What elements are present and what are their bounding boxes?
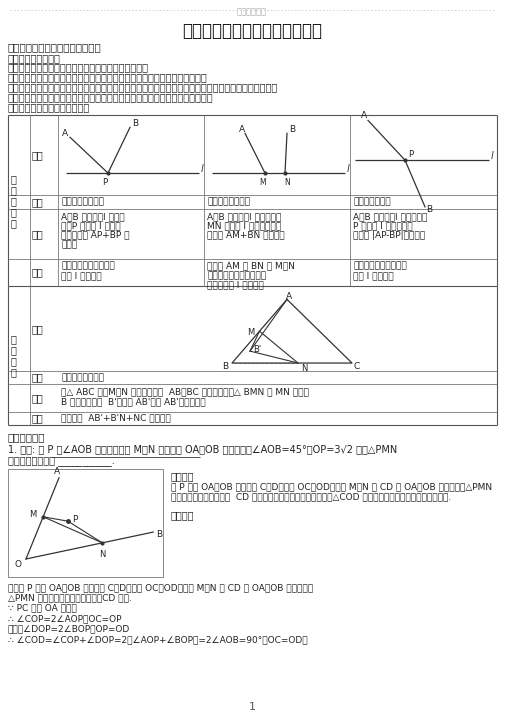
Text: 原理: 原理 <box>32 373 44 383</box>
Text: P: P <box>408 150 413 159</box>
Text: P 为直线 l 上的一个动: P 为直线 l 上的一个动 <box>353 221 413 231</box>
Text: 转化成求  AB'+B'N+NC 的最小值: 转化成求 AB'+B'N+NC 的最小值 <box>61 413 171 423</box>
Text: 直线外一点与直线上所有点的连线段中，垂线段最短；: 直线外一点与直线上所有点的连线段中，垂线段最短； <box>8 63 149 73</box>
Text: A: A <box>54 468 60 476</box>
Text: l: l <box>201 164 204 174</box>
Text: 定理靠拢进而解决问题；直接调用基本模型也是解决几何最值问题的高效手段。: 定理靠拢进而解决问题；直接调用基本模型也是解决几何最值问题的高效手段。 <box>8 93 214 103</box>
Text: 作其中一个定点关于定: 作其中一个定点关于定 <box>353 261 407 271</box>
Text: 【解答】: 【解答】 <box>171 511 194 521</box>
Text: 是解决几何最值问题的理论依据，根据不同特征转化是解决最值问题的关键，通过转化减少变量，向三个: 是解决几何最值问题的理论依据，根据不同特征转化是解决最值问题的关键，通过转化减少… <box>8 83 278 93</box>
Text: 作其中一个定点关于定: 作其中一个定点关于定 <box>61 261 115 271</box>
Text: 图形: 图形 <box>32 323 44 333</box>
Text: 1. 如图: 点 P 是∠AOB 内一定点，点 M、N 分别在边 OA、OB 上运动，若∠AOB=45°，OP=3√2 ，则△PMN: 1. 如图: 点 P 是∠AOB 内一定点，点 M、N 分别在边 OA、OB 上… <box>8 445 397 455</box>
Text: B': B' <box>253 345 261 353</box>
Text: 直线 l 的对称点: 直线 l 的对称点 <box>61 271 102 280</box>
Text: P: P <box>103 178 108 187</box>
Text: 对: 对 <box>11 185 17 195</box>
Text: △PMN 的周长最短，最短的值是　CD 的长.: △PMN 的周长最短，最短的值是 CD 的长. <box>8 593 132 603</box>
Text: 几何最值问题中的基本模型举例: 几何最值问题中的基本模型举例 <box>8 102 90 112</box>
Text: A、B 为定点，l 为定直: A、B 为定点，l 为定直 <box>61 212 125 221</box>
Text: 两点之间线段最短: 两点之间线段最短 <box>61 373 104 382</box>
Text: 叠: 叠 <box>11 345 17 355</box>
Text: B: B <box>289 125 295 134</box>
Text: ∴ ∠COD=∠COP+∠DOP=2（∠AOP+∠BOP）=2∠AOB=90°，OC=OD。: ∴ ∠COD=∠COP+∠DOP=2（∠AOP+∠BOP）=2∠AOB=90°，… <box>8 635 308 644</box>
Text: 点关于直线 l 的对称点: 点关于直线 l 的对称点 <box>207 281 264 289</box>
Text: 称: 称 <box>11 196 17 206</box>
Text: N: N <box>99 550 106 559</box>
Text: N: N <box>284 178 290 187</box>
Text: 最小值: 最小值 <box>61 240 77 249</box>
Text: B: B <box>132 119 138 128</box>
Text: A: A <box>286 292 292 301</box>
Text: ∵ PC 关于 OA 对称，: ∵ PC 关于 OA 对称， <box>8 604 77 613</box>
Text: 三角形三边关系: 三角形三边关系 <box>354 197 391 206</box>
Text: 最: 最 <box>11 356 17 366</box>
Text: 折: 折 <box>11 334 17 344</box>
Text: 1: 1 <box>248 702 256 712</box>
Text: 值: 值 <box>11 367 17 377</box>
Text: 点，求 |AP-BP|的最大值: 点，求 |AP-BP|的最大值 <box>353 231 425 240</box>
Text: 线，P 为直线 l 上的一: 线，P 为直线 l 上的一 <box>61 221 121 231</box>
Text: 二、典型题单: 二、典型题单 <box>8 433 45 443</box>
Text: M: M <box>247 328 254 337</box>
Text: 先平移 AM 或 BN 使 M、N: 先平移 AM 或 BN 使 M、N <box>207 261 295 271</box>
Text: 初中数学《最值问题》典型例题: 初中数学《最值问题》典型例题 <box>182 22 322 40</box>
Text: 【分析】: 【分析】 <box>171 471 194 481</box>
Text: 最新资料荐荐: 最新资料荐荐 <box>237 7 267 16</box>
Text: A、B 为定点，l 为定直线，: A、B 为定点，l 为定直线， <box>353 212 427 221</box>
Text: A: A <box>239 125 245 134</box>
Text: 转化: 转化 <box>32 413 44 423</box>
Text: ∴ ∠COP=2∠AOP，OC=OP: ∴ ∠COP=2∠AOP，OC=OP <box>8 614 122 623</box>
Text: 两点之间线段最短；: 两点之间线段最短； <box>8 53 61 63</box>
Text: 特征: 特征 <box>32 393 44 403</box>
Text: B: B <box>222 361 228 371</box>
Text: A、B 为定点，l 为定直线，: A、B 为定点，l 为定直线， <box>207 212 281 221</box>
Text: 原理: 原理 <box>32 197 44 207</box>
Text: 作：作 P 关于 OA、OB 的对称点 C、D，连接 OC、OD，则当 M、N 是 CD 与 OA、OB 的交点时，: 作：作 P 关于 OA、OB 的对称点 C、D，连接 OC、OD，则当 M、N … <box>8 583 313 592</box>
Text: 最: 最 <box>11 207 17 217</box>
Text: 同理，∠DOP=2∠BOP，OP=OD: 同理，∠DOP=2∠BOP，OP=OD <box>8 625 130 633</box>
Text: 直线 l 的对称点: 直线 l 的对称点 <box>353 271 393 280</box>
Text: N: N <box>301 363 308 373</box>
Text: 个动点，求 AP+BP 的: 个动点，求 AP+BP 的 <box>61 231 129 240</box>
Text: 若 P 关于 OA、OB 的对称点 C、D，连接 OC、OD，则当 M、N 是 CD 与 OA、OB 的交点时，△PMN: 若 P 关于 OA、OB 的对称点 C、D，连接 OC、OD，则当 M、N 是 … <box>171 483 492 491</box>
Text: B: B <box>156 530 162 538</box>
Text: MN 为直线 l 上的一条动线: MN 为直线 l 上的一条动线 <box>207 221 281 231</box>
Text: 一、解决几何最值问题的通常思路: 一、解决几何最值问题的通常思路 <box>8 42 102 52</box>
Text: A: A <box>361 111 367 120</box>
Text: 段，求 AM+BN 的最小值: 段，求 AM+BN 的最小值 <box>207 231 285 240</box>
Text: M: M <box>29 511 37 519</box>
Text: B 点的对应点为  B'，连接 AB'，求 AB'的最小值。: B 点的对应点为 B'，连接 AB'，求 AB'的最小值。 <box>61 397 206 406</box>
Text: O: O <box>15 560 22 570</box>
Text: 轴: 轴 <box>11 174 17 184</box>
Text: 值: 值 <box>11 218 17 228</box>
Text: P: P <box>72 515 77 523</box>
Text: M: M <box>260 178 266 187</box>
Text: 重合，然后作其中一个定: 重合，然后作其中一个定 <box>207 271 266 280</box>
Text: 图形: 图形 <box>32 150 44 160</box>
Text: B: B <box>426 206 432 214</box>
Text: 转化: 转化 <box>32 268 44 278</box>
Text: l: l <box>347 164 350 174</box>
Text: l: l <box>491 151 494 161</box>
Text: 在△ ABC 中，M、N 两点分别是边  AB、BC 上的动点，将△ BMN 沿 MN 翻折，: 在△ ABC 中，M、N 两点分别是边 AB、BC 上的动点，将△ BMN 沿 … <box>61 387 309 396</box>
Text: C: C <box>354 361 360 371</box>
Text: 的周长最短，最短的值是  CD 的长。据相对称性质可以证得：　△COD 是等腰直角三角形，　据此即可求解.: 的周长最短，最短的值是 CD 的长。据相对称性质可以证得： △COD 是等腰直角… <box>171 493 451 501</box>
Text: 的周长的最小值为 ___________.: 的周长的最小值为 ___________. <box>8 456 115 466</box>
Text: A: A <box>62 129 68 138</box>
Text: 两点之间线段最短: 两点之间线段最短 <box>208 197 251 206</box>
Text: 三角形两边之和大于第三边或三角形两边之差小于第三边（重合时取到最值）: 三角形两边之和大于第三边或三角形两边之差小于第三边（重合时取到最值） <box>8 73 208 83</box>
Text: 两点之间线段最短: 两点之间线段最短 <box>62 197 105 206</box>
Text: 特征: 特征 <box>32 228 44 238</box>
Bar <box>8 470 163 577</box>
